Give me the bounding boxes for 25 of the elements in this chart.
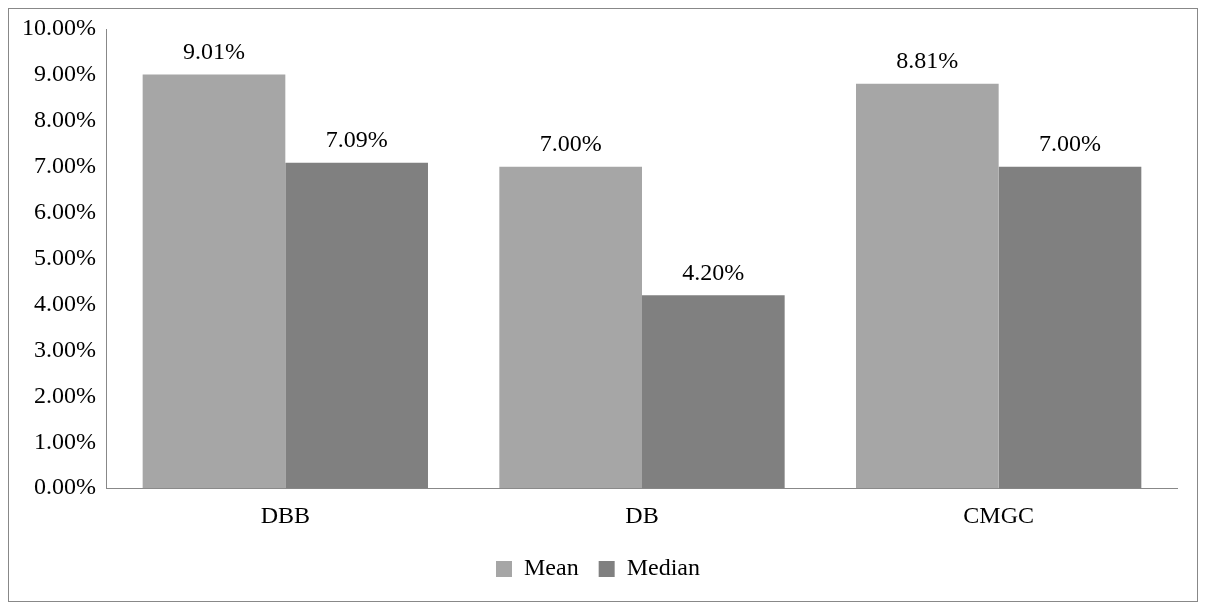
y-tick-label: 6.00%: [33, 197, 96, 224]
y-tick-label: 5.00%: [33, 243, 96, 270]
bar: [856, 83, 999, 489]
bar: [499, 166, 642, 489]
data-label: 7.00%: [1039, 130, 1101, 157]
x-tick-label: CMGC: [963, 501, 1035, 528]
data-label: 9.01%: [182, 37, 245, 64]
x-tick-label: DBB: [260, 501, 311, 528]
data-label: 7.00%: [539, 130, 602, 157]
y-tick-label: 9.00%: [33, 60, 96, 87]
y-tick-label: 3.00%: [33, 335, 96, 362]
y-tick-label: 4.00%: [33, 289, 96, 316]
y-tick-label: 0.00%: [33, 473, 96, 500]
data-label: 8.81%: [896, 46, 959, 73]
y-tick-label: 10.00%: [21, 14, 96, 41]
x-tick-label: DB: [625, 501, 659, 528]
y-tick-label: 7.00%: [33, 152, 96, 179]
y-tick-label: 2.00%: [33, 381, 96, 408]
y-tick-label: 8.00%: [33, 106, 96, 133]
y-tick-label: 1.00%: [33, 427, 96, 454]
legend-label: Median: [626, 554, 700, 581]
data-label: 4.20%: [682, 258, 745, 285]
legend-label: Mean: [524, 554, 579, 581]
data-label: 7.09%: [325, 125, 388, 152]
bar: [142, 74, 286, 489]
